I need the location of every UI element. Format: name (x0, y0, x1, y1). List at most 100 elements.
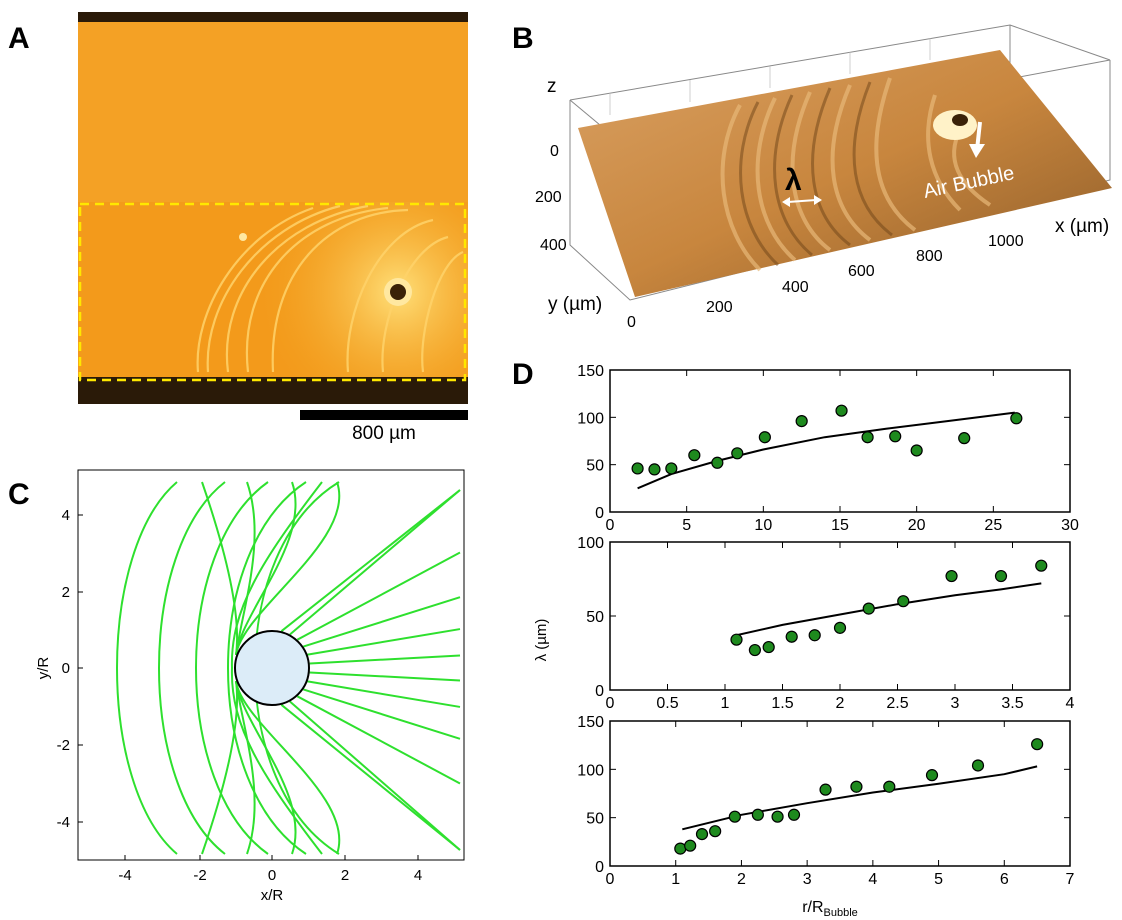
c-x-tick: -4 (118, 867, 131, 884)
y-tick-label: 50 (586, 458, 604, 475)
plot-frame (609, 720, 1071, 867)
d-y-label: λ (µm) (533, 619, 550, 662)
x-tick-label: 3.5 (1001, 695, 1023, 712)
x-tick-label: 3 (951, 695, 960, 712)
plot-frame (609, 369, 1071, 513)
c-y-tick: 2 (62, 584, 70, 601)
flow-line (289, 700, 461, 851)
panel-label-d: D (512, 358, 534, 391)
y-tick-label: 100 (577, 535, 604, 552)
y-tick-label: 50 (586, 811, 604, 828)
scale-bar-label: 800 µm (352, 423, 416, 444)
y-tick-label: 150 (577, 714, 604, 731)
data-point (730, 633, 743, 646)
x-tick-label: 6 (1000, 871, 1009, 888)
y-tick-label: 100 (577, 762, 604, 779)
data-point (709, 825, 722, 838)
flow-line (296, 551, 461, 641)
c-y-tick: -4 (57, 814, 70, 831)
axis-y-label: y (µm) (548, 294, 602, 315)
panel-label-c: C (8, 478, 30, 511)
flow-line (307, 628, 461, 656)
x-tick: 800 (916, 248, 943, 265)
data-point (897, 595, 910, 608)
d-x-label: r/RBubble (802, 899, 858, 919)
data-point (862, 602, 875, 615)
c-x-label: x/R (261, 887, 284, 904)
flow-line (227, 481, 307, 855)
data-point (751, 808, 764, 821)
x-tick-label: 0 (606, 517, 615, 534)
data-point (631, 462, 644, 475)
x-tick-label: 1 (671, 871, 680, 888)
data-point (1035, 559, 1048, 572)
flow-line (235, 481, 256, 656)
data-point (971, 759, 985, 772)
data-point (883, 780, 896, 793)
data-point (648, 463, 661, 476)
flow-line (235, 481, 341, 656)
plot-frame (609, 541, 1071, 691)
flow-line (289, 489, 461, 636)
x-tick-label: 0.5 (656, 695, 678, 712)
c-y-tick: 0 (62, 660, 70, 677)
data-point (889, 430, 902, 443)
fit-curve (637, 411, 1015, 490)
flow-line (158, 481, 226, 855)
flow-line (309, 654, 461, 665)
scale-bar (300, 410, 468, 420)
x-tick-label: 0 (606, 871, 615, 888)
x-tick-label: 15 (831, 517, 849, 534)
data-point (785, 630, 798, 643)
data-point (958, 432, 971, 445)
data-point (835, 404, 848, 417)
c-y-tick: 4 (62, 507, 70, 524)
y-tick-label: 0 (595, 683, 604, 700)
x-tick-label: 30 (1061, 517, 1079, 534)
flow-line (201, 680, 239, 855)
x-tick-label: 5 (682, 517, 691, 534)
data-point (1010, 412, 1023, 425)
x-tick-label: 2 (836, 695, 845, 712)
flow-lines-diagram: -4 -2 0 2 4 x/R 4 2 0 -2 -4 y/R (35, 469, 465, 904)
x-tick-label: 0 (606, 695, 615, 712)
x-tick: 400 (782, 279, 809, 296)
x-tick-label: 10 (754, 517, 772, 534)
c-y-label: y/R (35, 657, 52, 680)
data-point (731, 447, 744, 460)
flow-line (280, 489, 461, 632)
x-tick-label: 4 (868, 871, 877, 888)
y-tick-label: 0 (595, 505, 604, 522)
data-point (910, 444, 923, 457)
data-point (795, 415, 808, 428)
fit-curve (682, 765, 1038, 831)
data-point (711, 456, 724, 469)
panel-label-a: A (8, 22, 30, 55)
data-point (925, 769, 939, 782)
axis-x-label: x (µm) (1055, 216, 1109, 237)
y-tick-label: 150 (577, 363, 604, 380)
x-tick: 600 (848, 263, 875, 280)
data-point (787, 808, 801, 821)
flow-line (296, 695, 461, 785)
flow-line (303, 596, 461, 648)
data-point (665, 462, 678, 475)
y-tick-label: 50 (586, 609, 604, 626)
data-point (819, 783, 832, 796)
flow-line (195, 481, 269, 855)
flow-line (230, 481, 323, 855)
y-tick: 0 (627, 314, 636, 331)
y-tick-label: 100 (577, 410, 604, 427)
x-tick-label: 3 (803, 871, 812, 888)
data-point (861, 431, 874, 444)
c-x-tick: 2 (341, 867, 349, 884)
x-tick-label: 5 (934, 871, 943, 888)
surface-3d-plot: λ Air Bubble z x (µm) y (µm) 200 400 600… (535, 24, 1112, 331)
data-point (762, 640, 775, 654)
axis-z-label: z (547, 76, 557, 97)
c-y-tick: -2 (57, 737, 70, 754)
flow-line (235, 481, 297, 656)
fit-curve (736, 582, 1042, 637)
y-tick: 400 (540, 237, 567, 254)
c-x-tick: 4 (414, 867, 422, 884)
